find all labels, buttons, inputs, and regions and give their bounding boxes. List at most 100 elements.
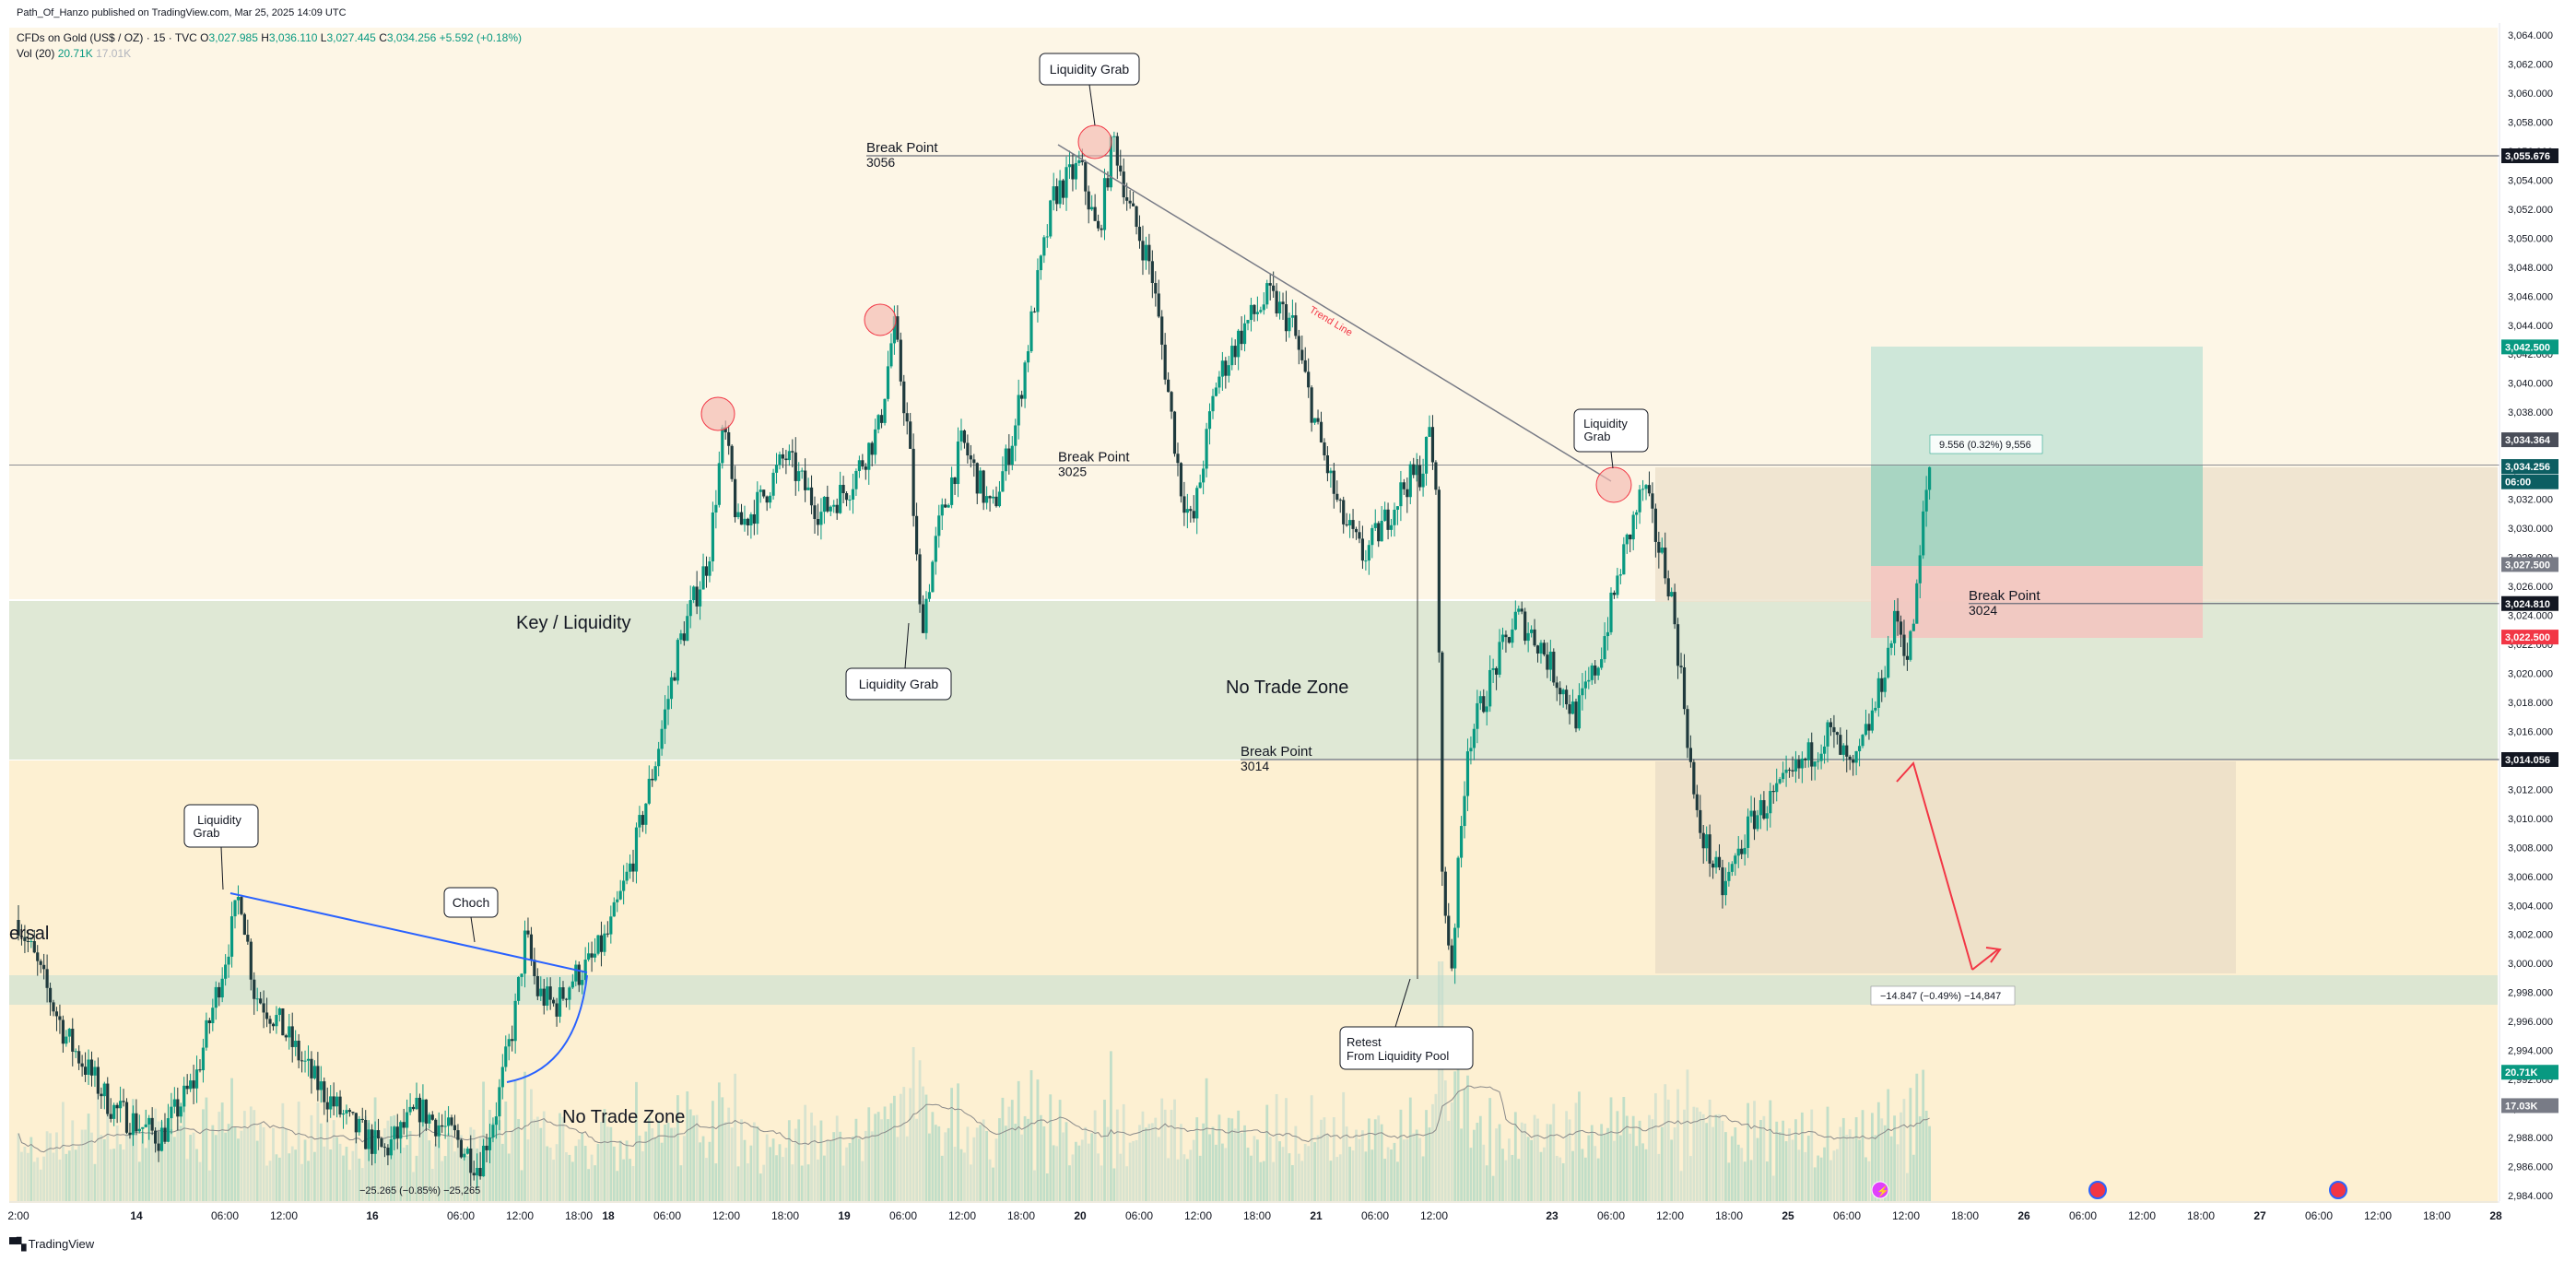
volume-bar [1160, 1098, 1164, 1201]
candle-body [1498, 642, 1501, 675]
volume-bar [45, 1131, 49, 1201]
volume-bar [797, 1119, 801, 1201]
candle-body [1230, 346, 1234, 366]
volume-bar [1616, 1111, 1619, 1201]
volume-bar [1150, 1123, 1154, 1201]
volume-bar [1686, 1069, 1689, 1201]
volume-bar [660, 1142, 664, 1201]
candle-body [1087, 191, 1090, 210]
candle-body [1300, 349, 1304, 360]
volume-bar [1071, 1154, 1075, 1201]
drawings[interactable]: Trend Line Liquidity Grab Liquidity Grab… [9, 53, 2347, 1199]
volume-bar [233, 1126, 237, 1201]
volume-bar [150, 1131, 154, 1201]
candle-body [465, 1149, 469, 1154]
event-icons[interactable]: ⚡ [1871, 1181, 2347, 1199]
volume-bar [1823, 1147, 1826, 1201]
volume-bar [1730, 1136, 1734, 1201]
candle-body [1835, 732, 1839, 736]
candle-body [641, 815, 644, 825]
y-tick-label: 3,050.000 [2508, 233, 2553, 244]
volume-bar [1237, 1110, 1241, 1201]
candle-body [1277, 301, 1282, 314]
time-axis[interactable]: 2:00 14 06:00 12:00 16 06:00 12:00 18:00 18 06:00… [7, 1201, 2502, 1222]
candle-body [1928, 466, 1932, 490]
volume-bar [300, 1163, 303, 1201]
candle-body [1297, 336, 1300, 350]
candle-body [529, 934, 534, 960]
candle-body [841, 485, 845, 494]
volume-bar [1670, 1139, 1674, 1201]
volume-bar [1526, 1137, 1530, 1201]
volume-bar [504, 1102, 508, 1201]
candle-body [603, 933, 606, 952]
volume-bar [1794, 1119, 1797, 1201]
volume-bar [1338, 1154, 1342, 1201]
candle-body [546, 986, 549, 1006]
candle-body [1001, 471, 1005, 492]
candle-body [1542, 642, 1547, 655]
candle-body [1606, 631, 1610, 637]
candle-body [1546, 654, 1549, 670]
volume-bar [530, 1089, 533, 1201]
candles [17, 131, 1932, 1188]
x-tick-label: 06:00 [1597, 1209, 1625, 1222]
volume-bar [736, 1166, 740, 1201]
candle-body [1899, 621, 1903, 635]
candle-body [1491, 667, 1495, 670]
candle-body [924, 598, 928, 633]
volume-bar [817, 1159, 819, 1201]
candle-body [1482, 696, 1486, 713]
volume-bar [1590, 1125, 1594, 1201]
volume-bar [876, 1112, 880, 1201]
candle-body [638, 815, 641, 828]
low-label: L [320, 31, 327, 44]
volume-bar [406, 1145, 409, 1201]
close-label: C [379, 31, 387, 44]
tradingview-brand[interactable]: ▀▚ TradingView [9, 1237, 94, 1252]
candle-body [36, 952, 40, 961]
volume-bar [325, 1119, 329, 1201]
candle-body [137, 1128, 141, 1132]
volume-bar [1217, 1114, 1221, 1201]
volume-bar [1195, 1117, 1199, 1201]
tag-countdown: 06:00 [2505, 477, 2531, 489]
liquidity-grab-circle-1 [700, 396, 735, 431]
volume-bar [1883, 1125, 1887, 1201]
volume-bar [1097, 1153, 1100, 1201]
candle-body [415, 1097, 418, 1110]
candle-body [1354, 528, 1359, 533]
ohlc-legend[interactable]: CFDs on Gold (US$ / OZ) · 15 · TVC O3,02… [17, 31, 522, 44]
candle-body [1205, 429, 1208, 469]
candle-body [570, 981, 574, 988]
candle-body [511, 1039, 514, 1042]
volume-bar [523, 1071, 526, 1201]
volume-bar [430, 1169, 434, 1201]
no-trade-zone-label-lower: No Trade Zone [562, 1107, 685, 1127]
volume-legend[interactable]: Vol (20) 20.71K 17.01K [17, 47, 131, 60]
candle-body [406, 1112, 409, 1128]
candle-body [1829, 722, 1833, 727]
candle-body [1600, 659, 1604, 668]
candle-body [1259, 310, 1263, 312]
volume-bar [1460, 1128, 1463, 1201]
candle-body [1876, 678, 1880, 708]
volume-bar [17, 1133, 20, 1201]
volume-bar [959, 1149, 963, 1201]
volume-bar [1058, 1100, 1062, 1201]
candle-body [1036, 270, 1040, 312]
publisher-text: Path_Of_Hanzo published on TradingView.c… [17, 7, 347, 18]
volume-bar [137, 1161, 141, 1201]
y-tick-label: 2,988.000 [2508, 1133, 2553, 1144]
volume-bar [756, 1125, 759, 1201]
y-tick-label: 3,064.000 [2508, 30, 2553, 41]
volume-bar [230, 1078, 233, 1201]
price-axis[interactable]: 3,064.000 3,062.000 3,060.000 3,058.000 3,05… [2499, 23, 2558, 1202]
volume-bar [625, 1140, 629, 1201]
candle-body [542, 988, 546, 1006]
candle-body [1332, 470, 1335, 494]
candle-body [1721, 866, 1724, 896]
candle-body [902, 381, 906, 414]
